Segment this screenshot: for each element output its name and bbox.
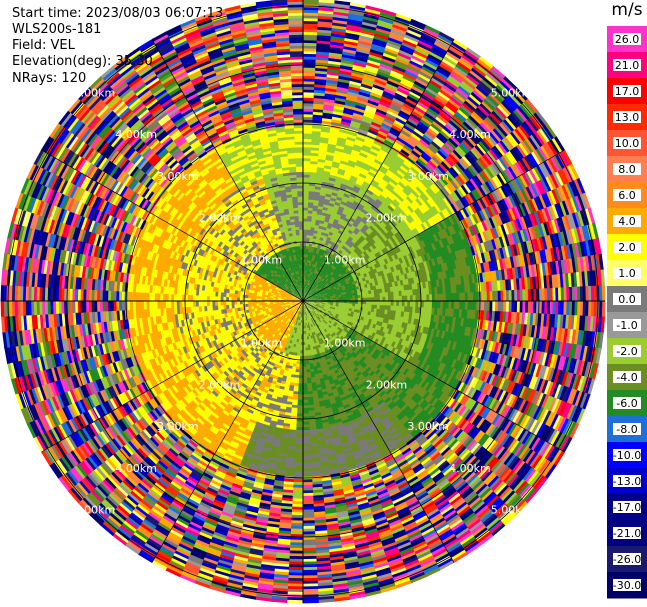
- elevation-label: Elevation(deg): 35.30: [12, 54, 153, 70]
- range-label: 5.00km: [74, 504, 116, 517]
- station-label: WLS200s-181: [12, 22, 101, 38]
- colorbar-tick-label: 1.0: [618, 267, 636, 280]
- range-label: 1.00km: [324, 253, 366, 266]
- colorbar-tick-label: -8.0: [616, 423, 637, 436]
- colorbar-tick-label: -4.0: [616, 371, 637, 384]
- range-label: 4.00km: [449, 462, 491, 475]
- nrays-label: NRays: 120: [12, 71, 86, 87]
- range-label: 1.00km: [240, 337, 282, 350]
- range-label: 2.00km: [366, 212, 408, 225]
- colorbar-tick-label: 21.0: [615, 59, 640, 72]
- azimuth-spoke: [41, 300, 304, 453]
- colorbar-tick-label: 17.0: [615, 85, 640, 98]
- range-label: 5.00km: [491, 504, 533, 517]
- range-label: 1.00km: [324, 337, 366, 350]
- colorbar-unit: m/s: [607, 0, 647, 20]
- colorbar-tick-label: 2.0: [618, 241, 636, 254]
- colorbar-tick-label: 4.0: [618, 215, 636, 228]
- azimuth-spoke: [302, 39, 455, 302]
- colorbar: 26.0 21.0 17.0 13.0 10.0 8.0 6.0 4.0 2.0 1.0 0.0 -1…: [607, 26, 647, 599]
- colorbar-tick-label: -13.0: [613, 475, 641, 488]
- field-label: Field: VEL: [12, 38, 75, 54]
- colorbar-tick-label: -2.0: [616, 345, 637, 358]
- range-label: 2.00km: [199, 212, 241, 225]
- colorbar-tick-label: -10.0: [613, 449, 641, 462]
- colorbar-tick-label: -26.0: [613, 553, 641, 566]
- range-label: 2.00km: [199, 378, 241, 391]
- velocity-field: [0, 0, 606, 604]
- range-rings: [1, 0, 605, 603]
- range-label: 3.00km: [407, 170, 449, 183]
- range-label: 1.00km: [240, 253, 282, 266]
- colorbar-tick-label: -21.0: [613, 527, 641, 540]
- colorbar-tick-label: -1.0: [616, 319, 637, 332]
- range-label: 3.00km: [407, 420, 449, 433]
- colorbar-tick-label: -30.0: [613, 579, 641, 592]
- colorbar-tick-label: 0.0: [618, 293, 636, 306]
- start-time-label: Start time: 2023/08/03 06:07:13: [12, 6, 223, 22]
- azimuth-spoke: [151, 300, 304, 563]
- colorbar-tick-label: 13.0: [615, 111, 640, 124]
- range-label: 4.00km: [115, 128, 157, 141]
- azimuth-spoke: [151, 39, 304, 302]
- radar-ppi-display: 1.00km 1.00km 1.00km 1.00km 2.00km 2.00km 2.00…: [0, 0, 606, 604]
- colorbar-tick-label: -17.0: [613, 501, 641, 514]
- colorbar-tick-label: -6.0: [616, 397, 637, 410]
- azimuth-spoke: [302, 149, 565, 302]
- azimuth-spoke: [41, 149, 304, 302]
- colorbar-tick-label: 26.0: [615, 33, 640, 46]
- azimuth-spoke: [302, 300, 565, 453]
- colorbar-tick-label: 8.0: [618, 163, 636, 176]
- range-label: 5.00km: [491, 86, 533, 99]
- range-label: 4.00km: [449, 128, 491, 141]
- range-label: 4.00km: [115, 462, 157, 475]
- range-label: 3.00km: [157, 420, 199, 433]
- colorbar-tick-label: 10.0: [615, 137, 640, 150]
- colorbar-tick-label: 6.0: [618, 189, 636, 202]
- range-label: 3.00km: [157, 170, 199, 183]
- range-label: 5.00km: [74, 86, 116, 99]
- range-label: 2.00km: [366, 378, 408, 391]
- range-labels: 1.00km 1.00km 1.00km 1.00km 2.00km 2.00km 2.00…: [74, 86, 533, 516]
- azimuth-spoke: [302, 300, 455, 563]
